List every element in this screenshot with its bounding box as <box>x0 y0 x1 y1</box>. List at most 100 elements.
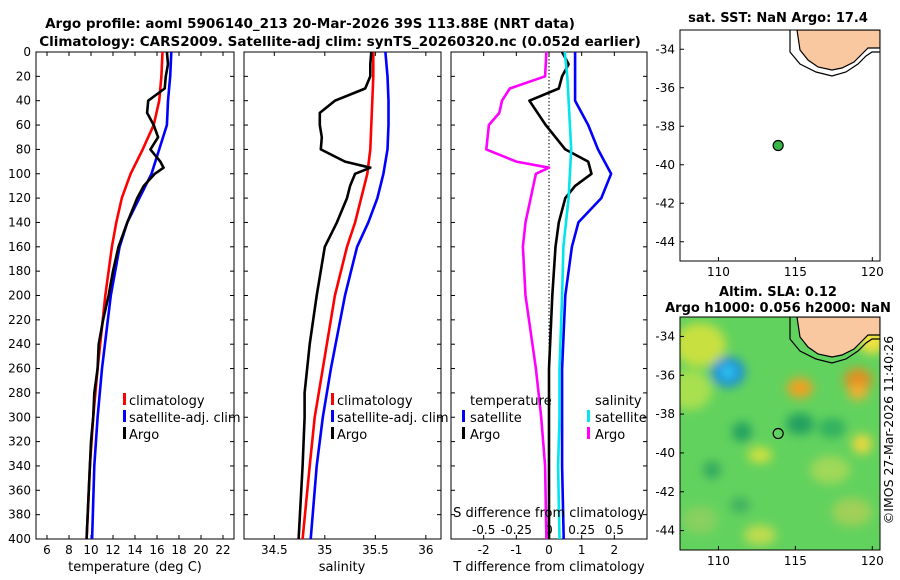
x-tick-label: 16 <box>149 543 164 557</box>
argo-position-marker <box>772 139 784 152</box>
series-line-temperature-satellite <box>560 52 613 540</box>
y-tick-label: 100 <box>8 167 31 181</box>
sla-anomaly-field <box>680 323 880 545</box>
y-tick-label: 160 <box>8 240 31 254</box>
x-tick-label: 12 <box>105 543 120 557</box>
legend-label-argo: Argo <box>337 428 367 443</box>
series-line-satellite-adj-clim <box>90 51 173 540</box>
legend-label-temp-argo: Argo <box>470 428 500 443</box>
y-tick-label: 240 <box>8 337 31 351</box>
legend-label-climatology: climatology <box>129 394 205 409</box>
x-tick-label: 10 <box>83 543 98 557</box>
x-tick-label: -1 <box>510 543 522 557</box>
temperature-panel-frame <box>35 51 235 540</box>
y-tick-label: 200 <box>8 289 31 303</box>
legend-swatch-climatology <box>123 393 126 405</box>
x-tick-label: 0 <box>545 543 553 557</box>
y-tick-label: 400 <box>8 532 31 546</box>
series-line-climatology <box>85 51 164 540</box>
legend-label-argo: Argo <box>129 428 159 443</box>
legend-label-temp-satellite: satellite <box>470 411 522 426</box>
salinity-legend: climatology satellite-adj. clim Argo <box>331 393 449 443</box>
map-y-tick-label: -38 <box>655 119 675 133</box>
x-tick-label: 6 <box>43 543 51 557</box>
x2-tick-label: -0.25 <box>501 523 532 537</box>
legend-swatch-sal-satellite <box>587 410 590 422</box>
legend-label-climatology: climatology <box>337 394 413 409</box>
x-tick-label: 22 <box>215 543 230 557</box>
legend-swatch-temp-satellite <box>462 410 465 422</box>
title-line-1: Argo profile: aoml 5906140_213 20-Mar-20… <box>45 16 575 32</box>
y-tick-label: 60 <box>16 118 31 132</box>
x-tick-label: -2 <box>478 543 490 557</box>
y-tick-label: 140 <box>8 215 31 229</box>
series-line-satellite-adj-clim <box>309 51 390 540</box>
x-tick-label: 18 <box>171 543 186 557</box>
map-y-tick-label: -38 <box>655 407 675 421</box>
legend-label-sal-satellite: satellite <box>595 411 647 426</box>
map-y-tick-label: -44 <box>655 524 675 538</box>
legend-label-satellite: satellite-adj. clim <box>129 411 241 426</box>
temperature-xlabel: temperature (deg C) <box>68 560 202 575</box>
legend-title-temperature: temperature <box>470 394 552 409</box>
sst-title: sat. SST: NaN Argo: 17.4 <box>688 11 868 26</box>
sst-map-frame <box>679 29 881 262</box>
temperature-plot: 0 20 40 60 80 100 120 140 160 180 200 220 240 260 280 3… <box>8 45 234 557</box>
series-line-argo <box>85 51 170 540</box>
map-x-tick-label: 115 <box>784 265 807 279</box>
difference-legend: temperature satellite Argo salinity sate… <box>462 394 647 443</box>
x-tick-label: 8 <box>65 543 73 557</box>
map-y-tick-label: -36 <box>655 368 675 382</box>
map-y-tick-label: -34 <box>655 329 675 343</box>
legend-swatch-satellite <box>123 410 126 422</box>
y-tick-label: 320 <box>8 435 31 449</box>
y-tick-label: 380 <box>8 508 31 522</box>
difference-xlabel-secondary: S difference from climatology <box>453 506 645 521</box>
x-tick-label: 20 <box>193 543 208 557</box>
map-x-tick-label: 120 <box>861 554 884 568</box>
map-y-tick-label: -42 <box>655 196 675 210</box>
y-tick-label: 80 <box>16 142 31 156</box>
x-tick-label: 2 <box>611 543 619 557</box>
y-tick-label: 40 <box>16 94 31 108</box>
series-line-temperature-argo <box>528 51 593 539</box>
y-tick-label: 260 <box>8 362 31 376</box>
y-tick-label: 180 <box>8 264 31 278</box>
legend-swatch-temp-argo <box>462 427 465 439</box>
sla-map-frame <box>679 316 881 551</box>
x2-tick-label: 0.5 <box>605 523 624 537</box>
sla-title-line-1: Altim. SLA: 0.12 <box>719 285 837 300</box>
y-tick-label: 220 <box>8 313 31 327</box>
difference-plot: -2 -1 0 1 2-0.5 -0.25 0 0.25 0.5 <box>451 51 647 557</box>
y-tick-label: 280 <box>8 386 31 400</box>
legend-swatch-argo <box>331 427 334 439</box>
sla-title-line-2: Argo h1000: 0.056 h2000: NaN <box>665 301 891 316</box>
difference-xlabel: T difference from climatology <box>452 560 645 575</box>
legend-swatch-argo <box>123 427 126 439</box>
legend-swatch-climatology <box>331 393 334 405</box>
y-tick-label: 340 <box>8 459 31 473</box>
x-tick-label: 35.5 <box>362 543 389 557</box>
map-y-tick-label: -44 <box>655 235 675 249</box>
y-tick-label: 120 <box>8 191 31 205</box>
sst-axes: 110 115 120 -34 -36 -38 -40 -42 -44 <box>655 42 883 279</box>
sla-land <box>796 317 880 358</box>
series-line-argo <box>297 51 373 540</box>
salinity-xlabel: salinity <box>319 560 366 575</box>
salinity-panel-frame <box>243 51 442 540</box>
sla-contour <box>789 317 880 364</box>
map-x-tick-label: 115 <box>784 554 807 568</box>
map-y-tick-label: -40 <box>655 158 675 172</box>
x-tick-label: 14 <box>127 543 142 557</box>
imos-credit: ©IMOS 27-Mar-2026 11:40:26 <box>881 336 896 524</box>
legend-swatch-satellite <box>331 410 334 422</box>
x-tick-label: 36 <box>418 543 433 557</box>
legend-label-sal-argo: Argo <box>595 428 625 443</box>
legend-title-salinity: salinity <box>595 394 642 409</box>
sla-axes: 110 115 120 -34 -36 -38 -40 -42 -44 <box>655 329 883 568</box>
sla-map <box>680 317 880 550</box>
x2-tick-label: 0.25 <box>568 523 595 537</box>
y-tick-label: 300 <box>8 410 31 424</box>
map-y-tick-label: -34 <box>655 42 675 56</box>
